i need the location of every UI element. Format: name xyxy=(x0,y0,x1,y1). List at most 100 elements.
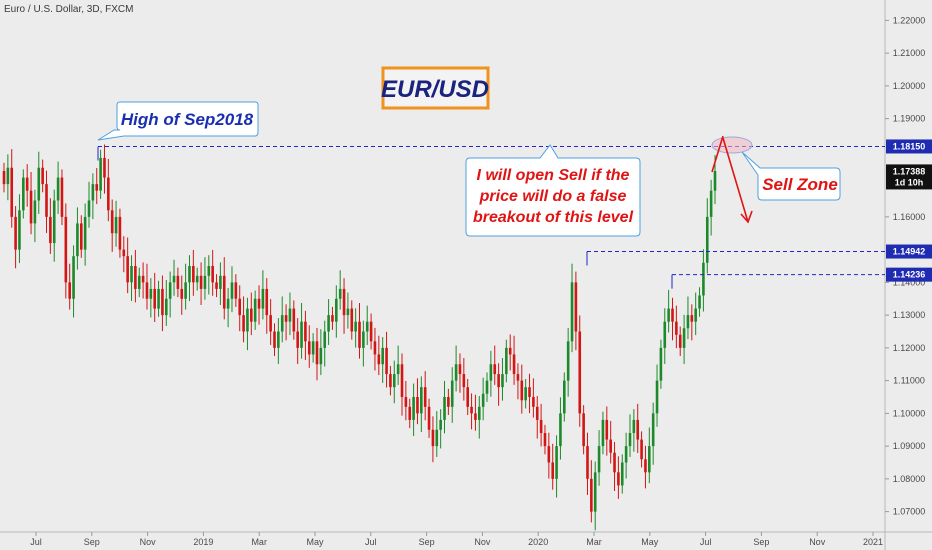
candle xyxy=(41,159,44,193)
candle xyxy=(593,461,597,531)
candle xyxy=(381,337,384,383)
candle xyxy=(87,181,91,228)
candle-body xyxy=(582,413,585,447)
candle-body xyxy=(323,331,327,348)
candle-body xyxy=(501,374,504,388)
candle-body xyxy=(130,266,133,283)
candle-body xyxy=(168,282,172,299)
candle-body xyxy=(164,298,168,316)
candle-body xyxy=(570,282,574,342)
candle xyxy=(331,306,334,330)
candle xyxy=(99,149,102,199)
candle xyxy=(296,318,299,364)
candle-body xyxy=(431,429,435,447)
candle-body xyxy=(126,256,129,283)
candle xyxy=(458,353,462,393)
candle-body xyxy=(269,315,272,332)
candle-body xyxy=(184,282,187,299)
candle xyxy=(516,363,520,400)
candle xyxy=(103,144,106,194)
candle-body xyxy=(385,347,388,375)
candle xyxy=(269,299,272,345)
candle-body xyxy=(400,364,404,397)
candle xyxy=(408,398,412,429)
candle xyxy=(207,255,211,295)
x-tick-label: Jul xyxy=(365,537,377,547)
candle xyxy=(45,170,48,233)
candle-body xyxy=(172,275,176,283)
candle xyxy=(617,456,620,499)
candle-body xyxy=(597,446,601,473)
x-tick-label: Nov xyxy=(474,537,491,547)
candle xyxy=(52,189,56,262)
candle xyxy=(358,303,361,359)
candle xyxy=(489,350,493,397)
sell-zone-callout[interactable]: Sell Zone xyxy=(741,151,841,201)
candle-body xyxy=(72,256,75,299)
candle-body xyxy=(265,288,269,316)
candles-group xyxy=(2,144,717,531)
x-tick-label: Mar xyxy=(586,537,602,547)
candle-body xyxy=(253,298,257,322)
candle xyxy=(307,325,311,368)
candle xyxy=(362,320,365,367)
candle xyxy=(180,275,184,315)
candle-body xyxy=(56,177,60,201)
candle xyxy=(134,249,137,303)
y-tick-label: 1.11000 xyxy=(893,376,925,386)
candle xyxy=(10,149,14,228)
candle xyxy=(18,194,21,264)
candle xyxy=(528,373,531,414)
candle-body xyxy=(288,308,292,322)
candle-body xyxy=(311,341,315,355)
candle-body xyxy=(18,210,21,250)
candle xyxy=(211,249,214,296)
y-tick-label: 1.13000 xyxy=(893,310,926,320)
candle-body xyxy=(176,275,180,289)
candle xyxy=(636,403,640,454)
candle xyxy=(439,409,442,449)
candle-body xyxy=(188,266,191,283)
candle-body xyxy=(535,406,539,420)
sell-condition-line-3: breakout of this level xyxy=(473,209,634,226)
x-tick-label: May xyxy=(641,537,659,547)
candle-body xyxy=(447,397,450,407)
candle xyxy=(535,396,539,439)
candle-body xyxy=(682,328,686,348)
current-price-countdown: 1d 10h xyxy=(895,177,924,187)
candle-body xyxy=(505,347,508,375)
candle-body xyxy=(199,275,203,289)
candle-body xyxy=(423,387,427,407)
candle xyxy=(632,409,636,452)
high-sep2018-callout[interactable]: High of Sep2018 xyxy=(97,101,259,141)
candle-body xyxy=(713,171,717,191)
candle-body xyxy=(25,177,29,191)
candle xyxy=(698,287,701,317)
candle xyxy=(682,314,686,364)
candle xyxy=(690,304,694,341)
candle-body xyxy=(497,374,500,388)
candle xyxy=(192,249,195,296)
y-tick-label: 1.14000 xyxy=(893,277,926,287)
candle-body xyxy=(315,341,319,365)
candle-body xyxy=(489,364,493,381)
candle-body xyxy=(261,288,265,309)
candle xyxy=(250,292,253,336)
candle xyxy=(675,305,678,349)
candle-body xyxy=(284,315,288,322)
candle xyxy=(280,296,284,343)
candle-body xyxy=(404,397,408,407)
candle-body xyxy=(149,288,153,299)
candle-body xyxy=(207,266,211,276)
candle xyxy=(222,257,226,320)
candle-body xyxy=(547,446,551,463)
candle-body xyxy=(408,406,412,420)
candle-body xyxy=(667,308,670,322)
candle xyxy=(586,432,589,495)
candle-body xyxy=(153,288,157,309)
sell-condition-callout[interactable]: I will open Sell if the price will do a … xyxy=(465,144,641,237)
candle xyxy=(601,411,605,455)
candle-body xyxy=(346,308,350,316)
